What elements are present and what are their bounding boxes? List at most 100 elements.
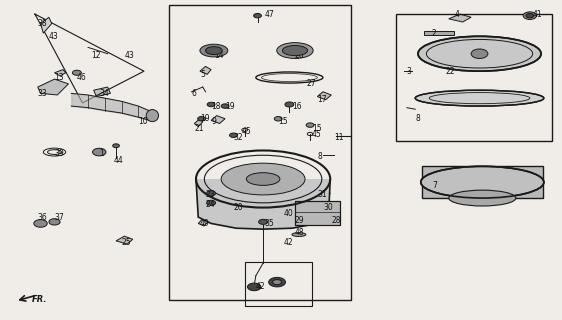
Text: 25: 25 <box>121 238 132 247</box>
Bar <box>295 201 339 225</box>
Text: 34: 34 <box>99 89 109 98</box>
Text: 48: 48 <box>295 228 305 237</box>
Text: 11: 11 <box>334 133 343 142</box>
Text: 14: 14 <box>214 51 224 60</box>
Polygon shape <box>230 203 247 212</box>
Text: 35: 35 <box>264 219 274 228</box>
Polygon shape <box>211 116 225 124</box>
Circle shape <box>221 104 229 108</box>
Bar <box>424 31 454 35</box>
Bar <box>244 261 312 306</box>
Bar <box>169 4 351 300</box>
Ellipse shape <box>146 109 158 122</box>
Circle shape <box>207 191 216 196</box>
Text: 15: 15 <box>278 117 288 126</box>
Polygon shape <box>318 92 332 100</box>
Text: 19: 19 <box>225 101 235 111</box>
Circle shape <box>273 280 282 285</box>
Ellipse shape <box>418 36 541 71</box>
Text: 46: 46 <box>77 73 87 82</box>
Polygon shape <box>198 219 209 226</box>
Text: 44: 44 <box>113 156 123 164</box>
Ellipse shape <box>277 43 313 59</box>
Ellipse shape <box>246 173 280 185</box>
Text: 1: 1 <box>99 149 104 158</box>
Ellipse shape <box>221 163 305 195</box>
Text: FR.: FR. <box>32 295 48 304</box>
Circle shape <box>229 133 237 138</box>
Ellipse shape <box>282 45 307 56</box>
Polygon shape <box>194 119 203 127</box>
Text: 33: 33 <box>38 89 47 98</box>
Text: 26: 26 <box>295 51 305 60</box>
Text: 24: 24 <box>206 200 215 209</box>
Circle shape <box>523 12 537 20</box>
Text: 22: 22 <box>446 67 455 76</box>
Text: 40: 40 <box>284 209 293 219</box>
Text: 21: 21 <box>194 124 204 133</box>
Circle shape <box>471 49 488 59</box>
Text: 37: 37 <box>55 212 64 222</box>
Text: 17: 17 <box>318 95 327 104</box>
Text: 19: 19 <box>200 114 210 123</box>
Text: 15: 15 <box>312 124 321 133</box>
Ellipse shape <box>421 166 544 198</box>
Circle shape <box>93 148 106 156</box>
Text: 16: 16 <box>292 101 302 111</box>
Text: 30: 30 <box>323 203 333 212</box>
Circle shape <box>285 102 294 107</box>
Circle shape <box>72 70 81 75</box>
Circle shape <box>34 220 47 227</box>
Polygon shape <box>196 179 330 229</box>
Bar <box>422 166 543 198</box>
Polygon shape <box>200 67 211 74</box>
Circle shape <box>274 116 282 121</box>
Polygon shape <box>40 17 52 33</box>
Circle shape <box>306 123 314 127</box>
Ellipse shape <box>292 233 306 236</box>
Text: 18: 18 <box>211 101 221 111</box>
Text: 43: 43 <box>124 51 134 60</box>
Ellipse shape <box>206 47 223 54</box>
Circle shape <box>253 13 261 18</box>
Text: 23: 23 <box>206 190 215 199</box>
Polygon shape <box>94 87 111 97</box>
Polygon shape <box>55 69 66 76</box>
Text: 36: 36 <box>38 212 47 222</box>
Text: 8: 8 <box>415 114 420 123</box>
Text: 49: 49 <box>200 219 210 228</box>
Text: 9: 9 <box>211 117 216 126</box>
Text: 39: 39 <box>55 149 64 158</box>
Text: 10: 10 <box>138 117 148 126</box>
Ellipse shape <box>415 90 544 106</box>
Ellipse shape <box>449 190 516 206</box>
Circle shape <box>198 116 206 121</box>
Text: 12: 12 <box>91 51 101 60</box>
Circle shape <box>526 13 534 18</box>
Circle shape <box>207 102 215 107</box>
Text: 5: 5 <box>200 70 205 79</box>
Text: 43: 43 <box>49 32 58 41</box>
Polygon shape <box>449 14 471 22</box>
Ellipse shape <box>200 44 228 57</box>
Circle shape <box>247 283 261 291</box>
Circle shape <box>112 144 119 148</box>
Text: 27: 27 <box>306 79 316 88</box>
Text: 2: 2 <box>432 28 437 38</box>
Text: 13: 13 <box>55 73 64 82</box>
Text: 28: 28 <box>332 216 341 225</box>
Text: 45: 45 <box>312 130 321 139</box>
Circle shape <box>49 219 60 225</box>
Text: 6: 6 <box>192 89 196 98</box>
Text: 45: 45 <box>242 127 252 136</box>
Polygon shape <box>316 188 330 198</box>
Text: 3: 3 <box>407 67 412 76</box>
Circle shape <box>207 200 216 205</box>
Text: 20: 20 <box>233 203 243 212</box>
Text: 8: 8 <box>318 152 322 161</box>
Text: 31: 31 <box>318 190 327 199</box>
Text: 42: 42 <box>256 282 265 292</box>
Text: 4: 4 <box>454 10 459 19</box>
Polygon shape <box>38 79 69 95</box>
Text: 38: 38 <box>38 19 47 28</box>
